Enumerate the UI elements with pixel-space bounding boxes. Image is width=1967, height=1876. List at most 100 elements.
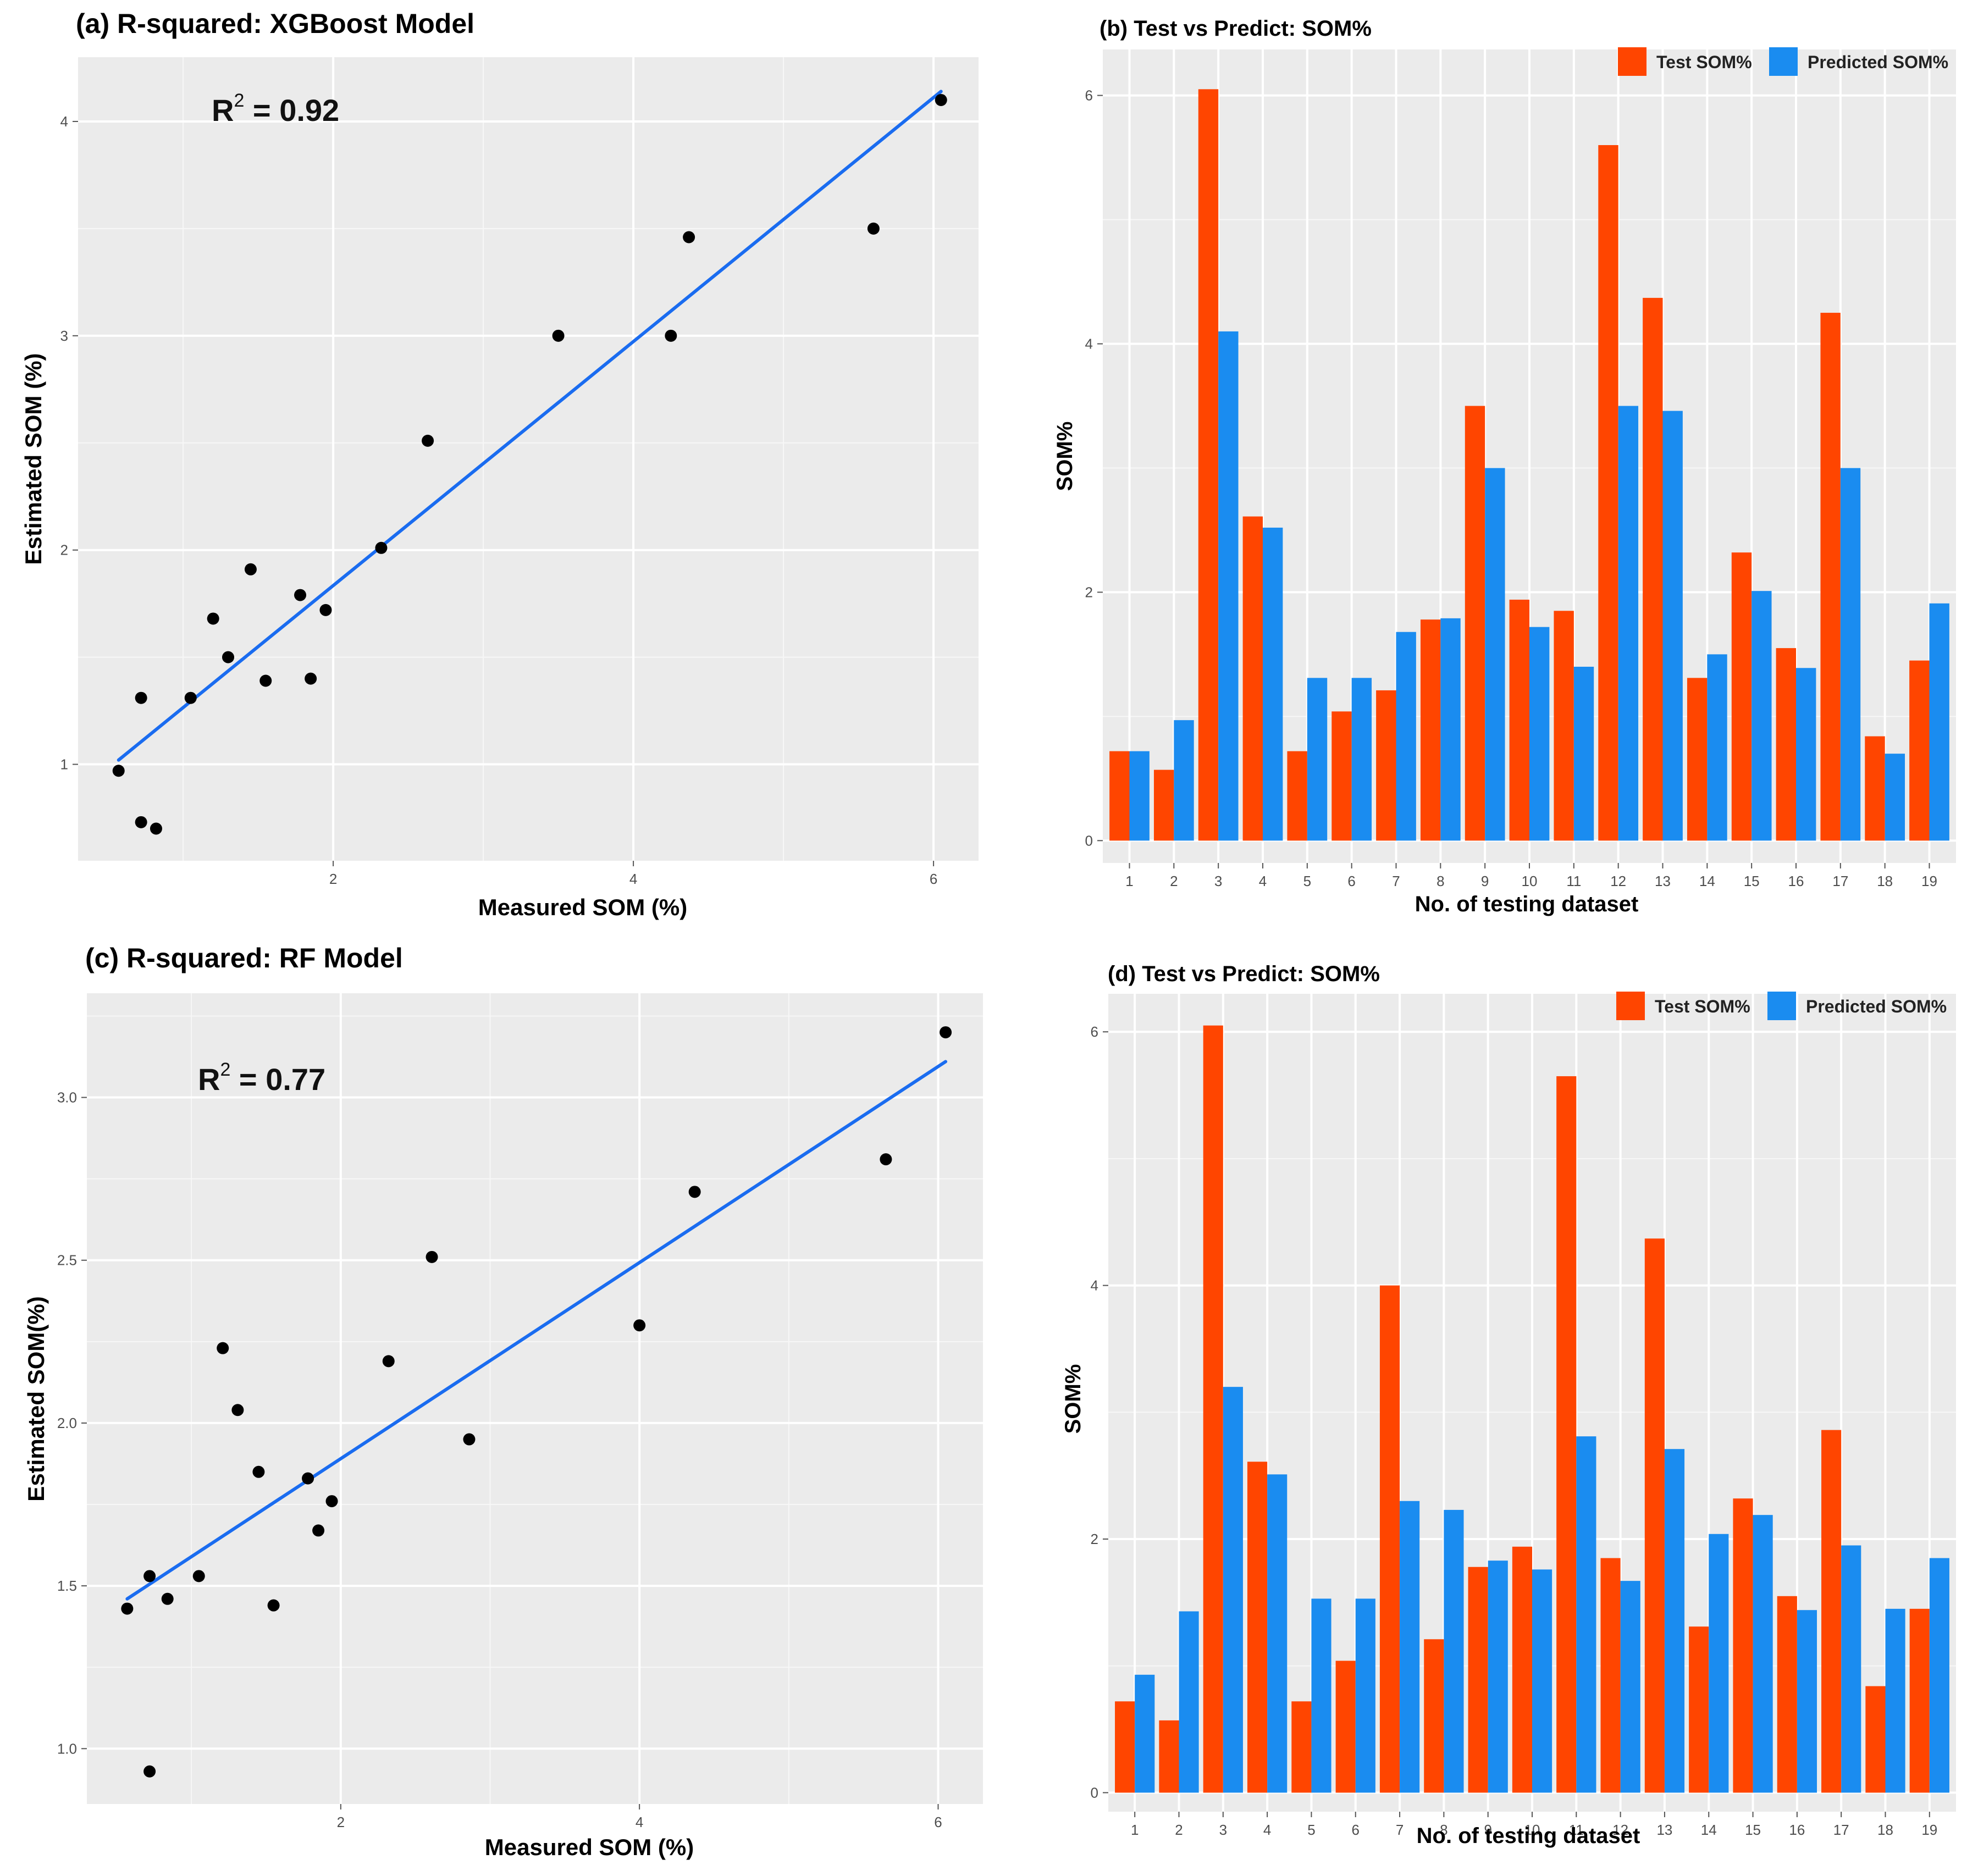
bar-predicted [1576, 1436, 1596, 1793]
x-tick-label: 1 [1125, 873, 1133, 889]
y-tick-label: 4 [1085, 336, 1093, 352]
y-tick-label: 4 [1091, 1277, 1098, 1294]
bar-predicted [1218, 331, 1239, 841]
bar-test [1643, 297, 1663, 841]
x-tick-label: 4 [629, 871, 637, 887]
y-axis-label: SOM% [1061, 1364, 1085, 1434]
x-tick-label: 7 [1396, 1822, 1404, 1838]
x-tick-label: 2 [329, 871, 337, 887]
bar-predicted [1885, 754, 1905, 841]
bar-test [1820, 313, 1841, 841]
y-axis-label: SOM% [1053, 422, 1077, 491]
bar-test [1198, 89, 1219, 841]
x-tick-label: 10 [1522, 873, 1538, 889]
bar-test [1153, 770, 1174, 841]
x-tick-label: 1 [1131, 1822, 1139, 1838]
x-tick-label: 2 [1175, 1822, 1183, 1838]
regression-line [125, 1060, 948, 1601]
data-point [305, 672, 317, 685]
x-tick-label: 18 [1877, 873, 1893, 889]
bar-predicted [1620, 1581, 1640, 1793]
legend-key-predicted [1769, 47, 1798, 76]
data-point [319, 604, 332, 616]
chart-title: (b) Test vs Predict: SOM% [1099, 16, 1372, 41]
y-tick-label: 1.0 [57, 1740, 77, 1757]
x-tick-label: 13 [1656, 1822, 1672, 1838]
data-point [633, 1319, 646, 1332]
bar-predicted [1174, 720, 1194, 841]
x-tick-label: 18 [1877, 1822, 1893, 1838]
bar-predicted [1444, 1509, 1464, 1793]
x-tick-label: 8 [1436, 873, 1444, 889]
data-point [935, 93, 947, 106]
legend-label-predicted: Predicted SOM% [1808, 52, 1948, 72]
legend-key-test [1618, 47, 1646, 76]
legend-label-test: Test SOM% [1656, 52, 1752, 72]
bar-test [1424, 1639, 1444, 1793]
bar-test [1203, 1025, 1223, 1793]
bar-predicted [1440, 618, 1461, 841]
x-tick-label: 6 [934, 1814, 942, 1830]
bar-test [1512, 1546, 1532, 1793]
data-point [683, 231, 695, 244]
bar-predicted [1662, 411, 1683, 841]
data-point [463, 1433, 476, 1446]
bar-predicted [1664, 1449, 1685, 1793]
bar-test [1777, 1596, 1797, 1793]
x-tick-label: 15 [1744, 873, 1760, 889]
x-tick-label: 14 [1699, 873, 1715, 889]
y-tick-label: 3 [60, 328, 68, 344]
y-tick-label: 2 [1085, 584, 1093, 600]
y-tick-label: 4 [60, 113, 68, 130]
data-point [150, 822, 162, 835]
bar-predicted [1311, 1598, 1331, 1793]
y-tick-label: 2 [1091, 1531, 1098, 1547]
x-tick-label: 9 [1484, 1822, 1491, 1838]
x-tick-label: 7 [1392, 873, 1400, 889]
bar-predicted [1753, 1515, 1773, 1793]
r-squared-annotation: R2 = 0.77 [198, 1059, 325, 1097]
data-point [880, 1153, 892, 1166]
chart-title: (a) R-squared: XGBoost Model [76, 8, 474, 39]
x-tick-label: 6 [1352, 1822, 1360, 1838]
regression-line [117, 90, 943, 762]
bar-predicted [1351, 678, 1372, 841]
bar-test [1335, 1661, 1356, 1793]
bar-predicted [1488, 1560, 1508, 1793]
bar-test [1287, 751, 1307, 841]
bar-predicted [1263, 527, 1283, 841]
data-point [184, 691, 197, 704]
bar-test [1509, 599, 1529, 841]
data-point [244, 563, 257, 575]
bar-test [1465, 406, 1485, 841]
data-point [552, 329, 565, 342]
r-squared-annotation: R2 = 0.92 [212, 90, 339, 128]
x-axis-label: No. of testing dataset [1415, 892, 1639, 916]
bar-test [1644, 1238, 1665, 1793]
data-point [231, 1404, 244, 1416]
plot-background [87, 993, 983, 1804]
bar-test [1909, 660, 1930, 841]
bar-predicted [1841, 1545, 1861, 1793]
bar-test [1115, 1701, 1135, 1793]
legend-label-test: Test SOM% [1655, 997, 1750, 1016]
bar-predicted [1400, 1501, 1420, 1793]
bar-test [1865, 736, 1885, 841]
y-tick-label: 2.5 [57, 1252, 77, 1269]
x-tick-label: 5 [1303, 873, 1311, 889]
legend-key-test [1616, 992, 1645, 1020]
data-point [112, 765, 125, 777]
bar-test [1109, 751, 1130, 841]
bar-test [1420, 619, 1441, 841]
data-point [259, 674, 272, 687]
x-tick-label: 11 [1566, 873, 1581, 889]
bar-test [1776, 648, 1796, 841]
data-point [252, 1465, 265, 1478]
y-tick-label: 1.5 [57, 1578, 77, 1594]
bar-predicted [1355, 1598, 1375, 1793]
data-point [940, 1026, 952, 1039]
data-point [161, 1592, 174, 1605]
x-tick-label: 15 [1745, 1822, 1761, 1838]
bar-test [1731, 552, 1752, 841]
bar-test [1909, 1608, 1930, 1793]
